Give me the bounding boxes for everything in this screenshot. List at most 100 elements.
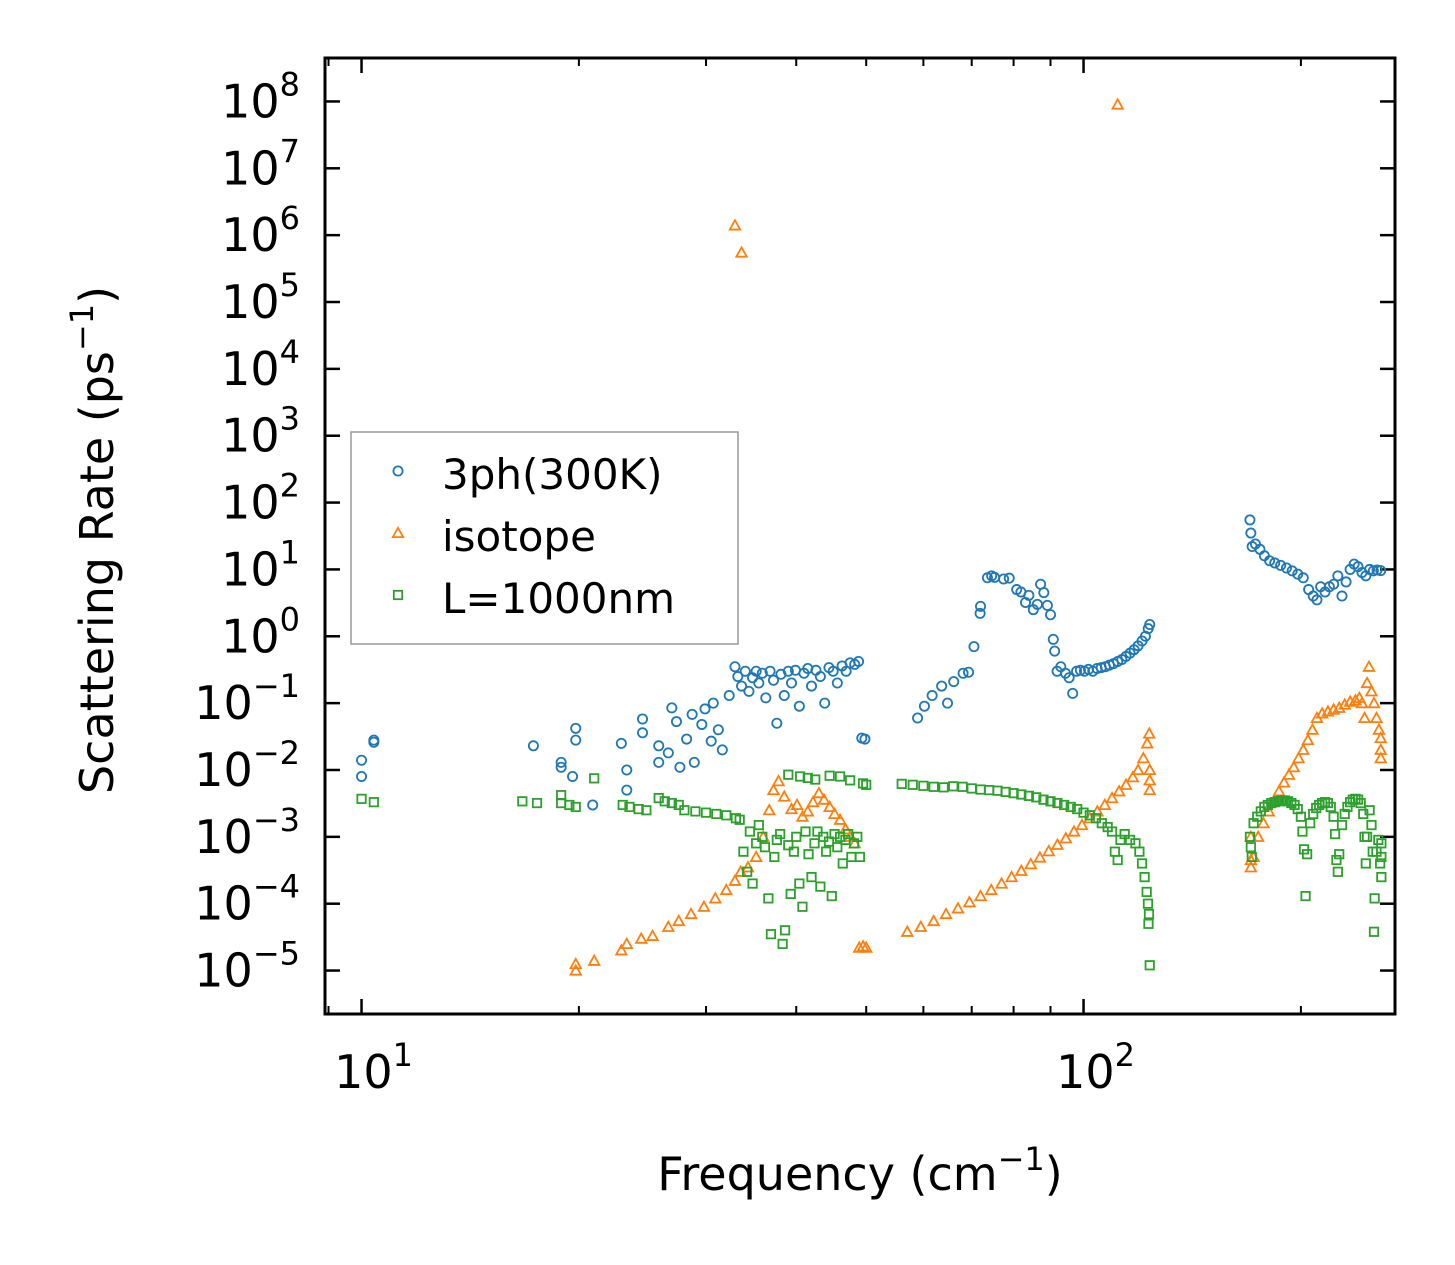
- data-point-circle: [716, 744, 728, 756]
- data-point-triangle: [1282, 767, 1296, 780]
- y-tick-base: 10: [221, 208, 280, 262]
- data-point-triangle: [1004, 870, 1019, 883]
- data-point-circle: [1264, 555, 1276, 567]
- data-point-circle: [615, 737, 627, 749]
- data-point-triangle: [962, 895, 977, 908]
- legend-label-boundary: L=1000nm: [442, 574, 675, 623]
- data-point-triangle: [1075, 818, 1089, 831]
- y-tick-base: 10: [194, 743, 253, 797]
- data-point-circle: [653, 756, 665, 768]
- data-point-square: [854, 851, 865, 863]
- data-point-square: [832, 842, 843, 853]
- data-point-triangle: [1033, 850, 1047, 863]
- data-point-triangle: [672, 913, 686, 927]
- data-point-circle: [998, 573, 1010, 585]
- data-point-square: [738, 846, 749, 857]
- y-tick-exp: 6: [280, 199, 300, 237]
- x-tick-exp: 2: [1115, 1036, 1135, 1074]
- data-point-triangle: [926, 913, 941, 927]
- series-2: [356, 769, 1387, 971]
- data-point-square: [815, 881, 826, 892]
- x-axis-title-exp: −1: [998, 1140, 1045, 1178]
- data-point-circle: [1041, 599, 1053, 611]
- data-point-square: [791, 831, 802, 842]
- data-point-circle: [723, 690, 735, 702]
- data-point-square: [779, 925, 791, 936]
- data-point-triangle: [771, 774, 786, 787]
- data-point-triangle: [856, 939, 870, 952]
- data-point-circle: [662, 747, 674, 759]
- data-point-circle: [819, 697, 831, 709]
- y-tick-base: 10: [194, 944, 253, 998]
- data-point-square: [1084, 810, 1095, 821]
- data-point-circle: [942, 697, 954, 709]
- y-tick-base: 10: [221, 275, 280, 329]
- data-point-triangle: [817, 792, 831, 805]
- data-point-triangle: [614, 943, 629, 956]
- data-point-circle: [778, 690, 790, 702]
- data-point-triangle: [838, 822, 853, 835]
- x-tick-labels: 101 102: [334, 1036, 1135, 1099]
- data-point-triangle: [984, 882, 998, 896]
- plot-frame: [323, 56, 1397, 1016]
- data-point-triangle: [1337, 697, 1352, 710]
- data-point-square: [928, 781, 939, 792]
- data-point-circle: [696, 718, 708, 730]
- data-point-square: [1328, 811, 1339, 822]
- data-point-square: [1038, 794, 1049, 805]
- data-point-circle: [729, 661, 741, 673]
- data-point-triangle: [1374, 731, 1388, 744]
- data-point-triangle: [766, 783, 781, 796]
- data-point-triangle: [790, 797, 804, 811]
- data-point-triangle: [1251, 829, 1265, 842]
- data-point-square: [763, 893, 774, 904]
- legend-marker-circle: [392, 465, 404, 477]
- data-point-square: [1376, 838, 1387, 849]
- data-point-circle: [621, 764, 633, 776]
- data-point-square: [1106, 826, 1118, 837]
- data-point-circle: [1269, 557, 1281, 569]
- data-point-triangle: [994, 876, 1009, 889]
- data-point-square: [759, 842, 771, 853]
- data-point-square: [823, 836, 835, 847]
- data-point-square: [1376, 871, 1387, 883]
- data-point-square: [517, 796, 528, 807]
- x-tick-base: 10: [1056, 1045, 1115, 1099]
- legend-marker-triangle: [391, 525, 405, 539]
- data-point-square: [1295, 811, 1306, 822]
- data-point-square: [1355, 797, 1366, 809]
- data-point-square: [852, 831, 863, 842]
- x-tick-label: 102: [1056, 1036, 1135, 1099]
- data-point-square: [861, 779, 872, 790]
- y-tick-exp: −1: [253, 667, 300, 705]
- data-point-circle: [974, 607, 986, 619]
- data-point-circle: [681, 733, 693, 745]
- data-point-circle: [948, 676, 960, 688]
- data-point-circle: [975, 600, 987, 612]
- data-point-circle: [1144, 619, 1156, 631]
- data-point-circle: [1023, 589, 1035, 601]
- y-tick-label: 101: [221, 533, 300, 596]
- data-point-circle: [1245, 527, 1257, 539]
- data-point-circle: [750, 665, 762, 677]
- data-point-circle: [1328, 578, 1340, 590]
- data-point-square: [1286, 797, 1297, 809]
- data-point-circle: [1280, 562, 1292, 574]
- data-point-circle: [1038, 587, 1050, 599]
- data-point-square: [1361, 831, 1373, 842]
- data-point-triangle: [1362, 659, 1376, 672]
- data-point-square: [1109, 846, 1120, 857]
- data-point-square: [1031, 792, 1042, 803]
- data-point-triangle: [812, 786, 826, 799]
- data-point-circle: [527, 740, 539, 752]
- data-point-square: [700, 807, 712, 818]
- y-tick-label: 106: [221, 199, 300, 262]
- data-point-square: [1244, 831, 1256, 842]
- data-point-square: [785, 888, 796, 900]
- data-point-square: [1144, 960, 1155, 971]
- y-tick-base: 10: [194, 810, 253, 864]
- y-tick-label: 10−5: [194, 935, 300, 998]
- data-point-circle: [736, 680, 748, 692]
- data-point-circle: [670, 716, 682, 728]
